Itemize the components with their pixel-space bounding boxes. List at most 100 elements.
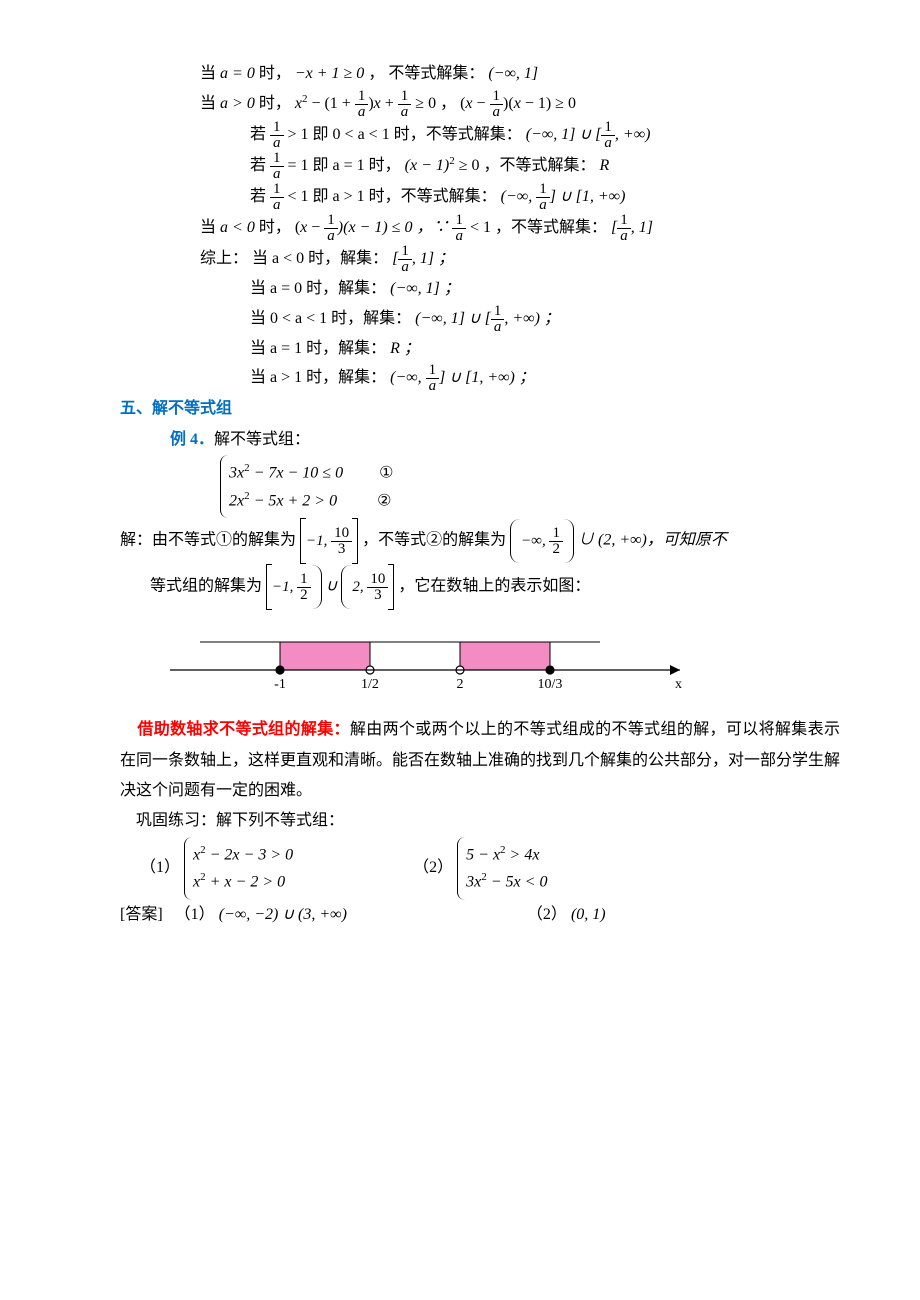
- svg-text:10/3: 10/3: [538, 677, 563, 692]
- res1-den: 2: [297, 588, 311, 603]
- s1-res-end: , 1] ；: [412, 250, 454, 267]
- result-end: , +∞): [615, 126, 651, 143]
- mid2-text: ≥ 0 ，不等式解集：: [455, 157, 596, 174]
- eq1b: − 7x − 10 ≤ 0: [250, 465, 343, 482]
- subcase-1: 若 1a > 1 即 0 < a < 1 时，不等式解集： (−∞, 1] ∪ …: [80, 120, 840, 151]
- s2-cond: 当 a = 0 时，解集：: [250, 280, 386, 297]
- case-a-negative: 当 a < 0 时， (x − 1a)(x − 1) ≤ 0 ，∵ 1a < 1…: [80, 213, 840, 244]
- solution-line1: 解：由不等式①的解集为 −1, 103 ，不等式②的解集为 −∞, 12 ∪ (…: [80, 518, 840, 564]
- example-4-header: 例 4．解不等式组：: [80, 425, 840, 455]
- answer-block: [答案] （1） (−∞, −2) ∪ (3, +∞): [120, 900, 347, 930]
- set1-num: 10: [331, 526, 352, 542]
- note-red-label: 借助数轴求不等式组的解集：: [137, 721, 350, 738]
- res2-den: 3: [367, 588, 388, 603]
- s5-cond: 当 a > 1 时，解集：: [250, 370, 386, 387]
- set1-lo: −1,: [306, 533, 327, 549]
- case-a-positive: 当 a > 0 时， x2 − (1 + 1a)x + 1a ≥ 0 ， (x …: [80, 89, 840, 120]
- p2e1b: > 4x: [506, 846, 540, 863]
- res1-num: 1: [297, 572, 311, 588]
- answer-row: [答案] （1） (−∞, −2) ∪ (3, +∞) （2） (0, 1): [80, 900, 840, 930]
- s4-res: R ；: [390, 340, 420, 357]
- result-end: ] ∪ [1, +∞): [550, 188, 626, 205]
- example-text: 解不等式组：: [214, 431, 310, 448]
- res2-num: 10: [367, 572, 388, 588]
- sol-l2-pre: 等式组的解集为: [150, 578, 262, 595]
- exercise-problems: （1） x2 − 2x − 3 > 0 x2 + x − 2 > 0 （2） 5…: [80, 837, 840, 900]
- result-text: (−∞, 1] ∪ [: [526, 126, 602, 143]
- label-text: 不等式解集：: [388, 65, 484, 82]
- equation-system: 3x2 − 7x − 10 ≤ 0 ① 2x2 − 5x + 2 > 0 ②: [80, 455, 840, 518]
- subcase-2: 若 1a = 1 即 a = 1 时， (x − 1)2 ≥ 0 ，不等式解集：…: [80, 151, 840, 182]
- document-page: 当 a = 0 时， −x + 1 ≥ 0 ， 不等式解集： (−∞, 1] 当…: [0, 0, 920, 990]
- eq1-circle: ①: [379, 465, 393, 482]
- p2-label: （2）: [413, 859, 453, 876]
- summary-s4: 当 a = 1 时，解集： R ；: [80, 335, 840, 364]
- s5-res: (−∞,: [390, 370, 426, 387]
- ex-label-text: 巩固练习：解下列不等式组：: [136, 812, 344, 829]
- expr-text: −x + 1 ≥ 0: [295, 65, 364, 82]
- sol-mid1: ，不等式②的解集为: [362, 532, 506, 549]
- mid-text: )(x − 1) ≤ 0 ，∵: [338, 219, 453, 236]
- a1-label: （1）: [175, 906, 215, 923]
- sol-l2-post: ，它在数轴上的表示如图：: [398, 578, 590, 595]
- note-paragraph: 借助数轴求不等式组的解集：解由两个或两个以上的不等式组成的不等式组的解，可以将解…: [80, 715, 840, 806]
- p1e2b: + x − 2 > 0: [206, 874, 286, 891]
- section-5-title: 五、解不等式组: [80, 394, 840, 424]
- res2-lo: 2,: [352, 579, 363, 595]
- numberline-svg: -1 1/2 2 10/3 x: [140, 620, 700, 700]
- result-text: R: [600, 157, 610, 174]
- result-end: , 1]: [631, 219, 653, 236]
- s3-res: (−∞, 1] ∪ [: [415, 310, 491, 327]
- p1-label: （1）: [140, 859, 180, 876]
- p2e2a: 3x: [466, 874, 481, 891]
- s2-res: (−∞, 1] ；: [390, 280, 460, 297]
- cond-text: a = 0: [220, 65, 255, 82]
- subcase-3: 若 1a < 1 即 a > 1 时，不等式解集： (−∞, 1a] ∪ [1,…: [80, 182, 840, 213]
- example-label: 例 4．: [170, 431, 214, 448]
- eq2-circle: ②: [377, 492, 391, 509]
- solution-line2: 等式组的解集为 −1, 12 ∪ 2, 103 ，它在数轴上的表示如图：: [80, 564, 840, 610]
- case-a-zero: 当 a = 0 时， −x + 1 ≥ 0 ， 不等式解集： (−∞, 1]: [80, 60, 840, 89]
- eq1a: 3x: [229, 465, 244, 482]
- result-text: (−∞, 1]: [488, 65, 538, 82]
- problem-1: （1） x2 − 2x − 3 > 0 x2 + x − 2 > 0: [140, 837, 293, 900]
- s3-res-end: , +∞) ；: [504, 310, 560, 327]
- answer-2: （2） (0, 1): [527, 900, 606, 930]
- svg-text:2: 2: [457, 677, 464, 692]
- a1-text: (−∞, −2) ∪ (3, +∞): [219, 906, 347, 923]
- p1e1b: − 2x − 3 > 0: [206, 846, 294, 863]
- summary-s2: 当 a = 0 时，解集： (−∞, 1] ；: [80, 275, 840, 304]
- res-mid: ∪: [326, 578, 342, 595]
- a2-text: (0, 1): [571, 906, 606, 923]
- set2a-den: 2: [549, 542, 563, 557]
- res1-lo: −1,: [272, 579, 293, 595]
- summary-block: 综上： 当 a < 0 时，解集： [1a, 1] ；: [80, 244, 840, 275]
- svg-text:x: x: [675, 677, 682, 692]
- exercise-label: 巩固练习：解下列不等式组：: [80, 806, 840, 836]
- svg-text:1/2: 1/2: [361, 677, 379, 692]
- problem-2: （2） 5 − x2 > 4x 3x2 − 5x < 0: [413, 837, 547, 900]
- set1-den: 3: [331, 542, 352, 557]
- cond-text: a < 0: [220, 219, 255, 236]
- svg-text:-1: -1: [274, 677, 286, 692]
- s5-res-end: ] ∪ [1, +∞) ；: [439, 370, 535, 387]
- cond-text: > 1 即 0 < a < 1 时，不等式解集：: [288, 126, 522, 143]
- a2-label: （2）: [527, 906, 567, 923]
- s4-cond: 当 a = 1 时，解集：: [250, 340, 386, 357]
- set2b: ∪ (2, +∞)，可知原不: [578, 532, 727, 549]
- mid2-text: < 1 ，不等式解集：: [466, 219, 607, 236]
- answer-label: [答案]: [120, 906, 163, 923]
- mid-text: (x − 1): [405, 157, 450, 174]
- s1-cond: 当 a < 0 时，解集：: [252, 250, 388, 267]
- cond-text: a > 0: [220, 95, 255, 112]
- sol-pre: 解：由不等式①的解集为: [120, 532, 296, 549]
- set2a-num: 1: [549, 526, 563, 542]
- result-text: (−∞,: [501, 188, 537, 205]
- eq2b: − 5x + 2 > 0: [250, 492, 338, 509]
- eq2a: 2x: [229, 492, 244, 509]
- summary-s3: 当 0 < a < 1 时，解集： (−∞, 1] ∪ [1a, +∞) ；: [80, 304, 840, 335]
- summary-label: 综上：: [200, 250, 248, 267]
- cond-text: = 1 即 a = 1 时，: [288, 157, 401, 174]
- summary-s5: 当 a > 1 时，解集： (−∞, 1a] ∪ [1, +∞) ；: [80, 363, 840, 394]
- s3-cond: 当 0 < a < 1 时，解集：: [250, 310, 411, 327]
